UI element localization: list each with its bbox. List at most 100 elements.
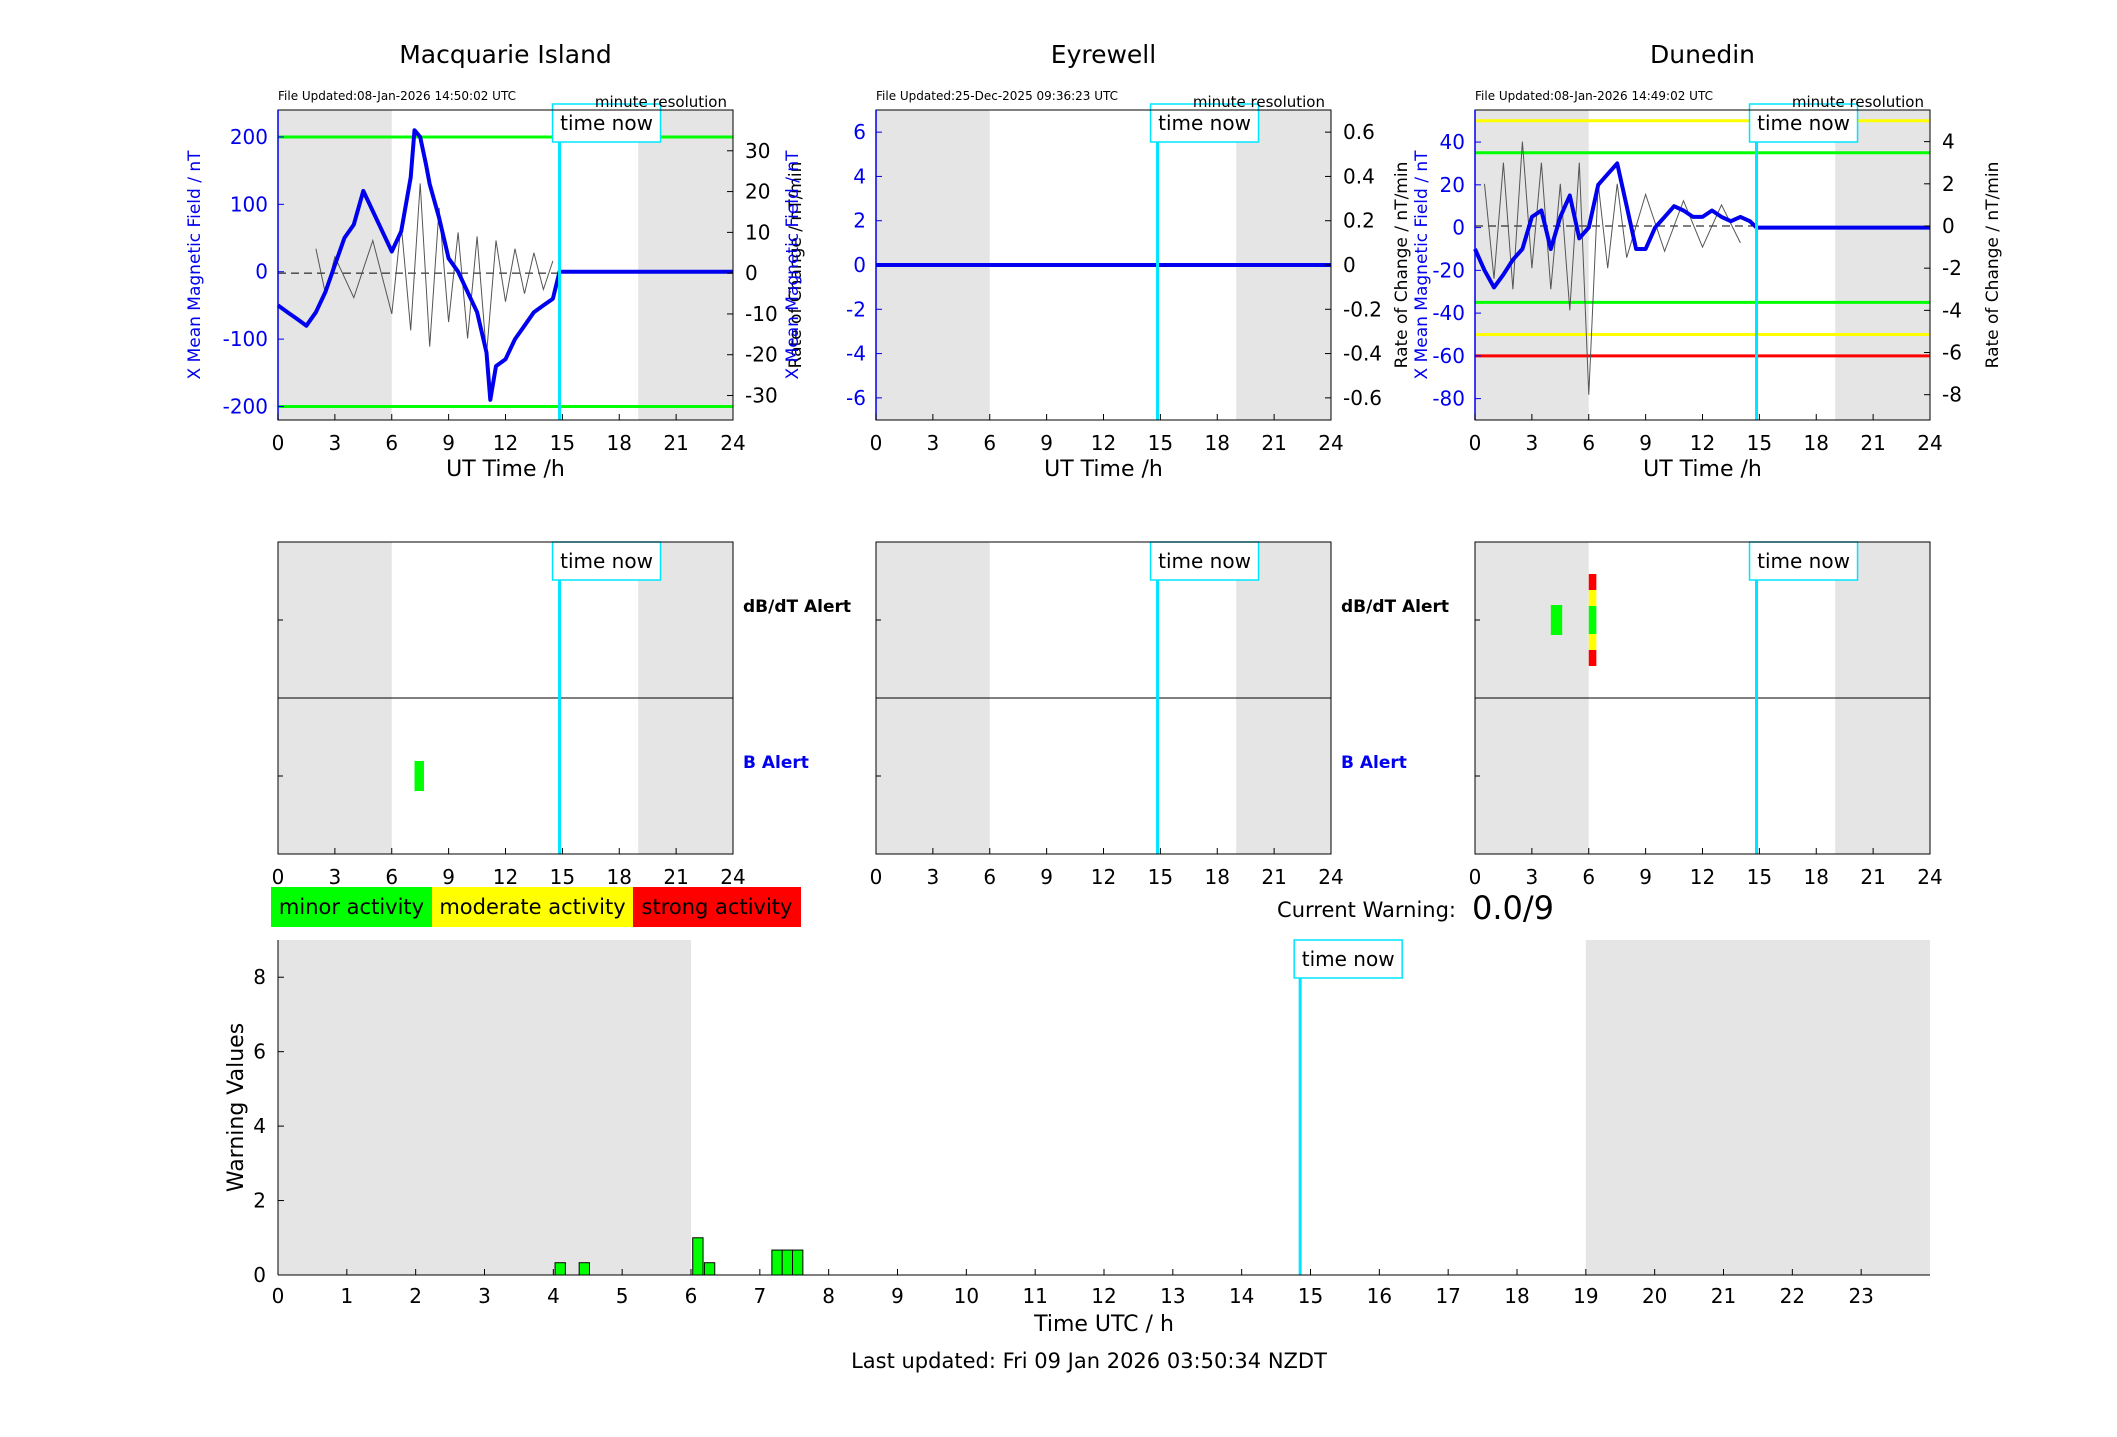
warning-bar bbox=[703, 1262, 716, 1276]
y-right-tick-label: 0 bbox=[1942, 214, 1955, 238]
y-tick-label: 6 bbox=[253, 1040, 266, 1064]
x-tick-label: 0 bbox=[1469, 431, 1482, 455]
x-tick-label: 18 bbox=[1205, 865, 1230, 889]
x-tick-label: 6 bbox=[685, 1284, 698, 1308]
x-tick-label: 11 bbox=[1022, 1284, 1047, 1308]
x-tick-label: 12 bbox=[1091, 1284, 1116, 1308]
x-tick-label: 9 bbox=[1040, 431, 1053, 455]
x-tick-label: 0 bbox=[1469, 865, 1482, 889]
y-left-tick-label: -40 bbox=[1432, 301, 1465, 325]
y-right-tick-label: -0.4 bbox=[1343, 342, 1382, 366]
legend-swatch bbox=[432, 887, 633, 927]
alert-segment bbox=[1588, 650, 1597, 666]
file-updated-label: File Updated:08-Jan-2026 14:49:02 UTC bbox=[1475, 89, 1713, 103]
y-right-tick-label: 10 bbox=[745, 220, 770, 244]
y-right-tick-label: 20 bbox=[745, 180, 770, 204]
x-tick-label: 12 bbox=[1091, 865, 1116, 889]
x-tick-label: 7 bbox=[753, 1284, 766, 1308]
y-tick-label: 8 bbox=[253, 965, 266, 989]
y-right-tick-label: -6 bbox=[1942, 341, 1962, 365]
x-tick-label: 8 bbox=[822, 1284, 835, 1308]
y-right-tick-label: -20 bbox=[745, 343, 778, 367]
x-tick-label: 20 bbox=[1642, 1284, 1667, 1308]
alert-segment bbox=[1588, 606, 1597, 634]
x-tick-label: 16 bbox=[1367, 1284, 1392, 1308]
x-tick-label: 12 bbox=[493, 865, 518, 889]
x-tick-label: 18 bbox=[1205, 431, 1230, 455]
alert-panel-0: time now 0 3 6 9 12 15 18 21 24 dB/dT Alert B Alert bbox=[272, 541, 851, 889]
warning-bar bbox=[781, 1249, 794, 1276]
y-left-tick-label: -4 bbox=[846, 342, 866, 366]
x-tick-label: 12 bbox=[493, 431, 518, 455]
y-left-tick-label: 2 bbox=[853, 209, 866, 233]
current-warning-label: Current Warning: bbox=[1277, 898, 1456, 922]
y-left-tick-label: -200 bbox=[223, 395, 268, 419]
y-left-tick-label: 40 bbox=[1440, 130, 1465, 154]
activity-legend: minor activity moderate activity strong ac… bbox=[271, 887, 801, 927]
x-tick-label: 6 bbox=[983, 865, 996, 889]
x-tick-label: 6 bbox=[1582, 865, 1595, 889]
x-axis-label: UT Time /h bbox=[1044, 457, 1163, 482]
legend-label: strong activity bbox=[642, 895, 793, 919]
y-right-tick-label: -8 bbox=[1942, 383, 1962, 407]
night-shade bbox=[638, 110, 733, 420]
x-tick-label: 0 bbox=[870, 865, 883, 889]
time-now-box bbox=[1149, 541, 1260, 581]
legend-swatch bbox=[633, 887, 801, 927]
x-tick-label: 1 bbox=[340, 1284, 353, 1308]
x-tick-label: 3 bbox=[329, 865, 342, 889]
x-tick-label: 3 bbox=[927, 865, 940, 889]
warning-bar bbox=[692, 1237, 704, 1276]
time-now-label: time now bbox=[1158, 111, 1251, 135]
y-right-tick-label: -10 bbox=[745, 302, 778, 326]
alert-segment bbox=[1588, 574, 1597, 590]
x-tick-label: 15 bbox=[1298, 1284, 1323, 1308]
x-tick-label: 9 bbox=[442, 431, 455, 455]
x-tick-label: 2 bbox=[409, 1284, 422, 1308]
alert-segment bbox=[1588, 634, 1597, 650]
x-tick-label: 9 bbox=[1639, 865, 1652, 889]
y-left-tick-label: 100 bbox=[230, 192, 268, 216]
x-axis-label: Time UTC / h bbox=[1033, 1312, 1174, 1337]
x-tick-label: 0 bbox=[272, 865, 285, 889]
x-tick-label: 3 bbox=[478, 1284, 491, 1308]
x-tick-label: 12 bbox=[1690, 431, 1715, 455]
y-left-tick-label: -6 bbox=[846, 386, 866, 410]
alert-segment bbox=[1550, 605, 1563, 635]
y-left-tick-label: -80 bbox=[1432, 387, 1465, 411]
alert-panel-2: time now 0 3 6 9 12 15 18 21 24 bbox=[1469, 541, 1943, 889]
alert-panel-1: time now 0 3 6 9 12 15 18 21 24 dB/dT Alert B Alert bbox=[870, 541, 1449, 889]
x-tick-label: 9 bbox=[1040, 865, 1053, 889]
x-tick-label: 9 bbox=[442, 865, 455, 889]
y-right-tick-label: -2 bbox=[1942, 256, 1962, 280]
y-left-tick-label: -2 bbox=[846, 297, 866, 321]
y-right-axis-label: Rate of Change / nT/min bbox=[1983, 162, 2003, 369]
x-tick-label: 15 bbox=[550, 865, 575, 889]
y-right-tick-label: 0 bbox=[1343, 253, 1356, 277]
time-now-label: time now bbox=[560, 111, 653, 135]
y-right-tick-label: 30 bbox=[745, 139, 770, 163]
y-tick-label: 4 bbox=[253, 1114, 266, 1138]
y-left-tick-label: 0 bbox=[853, 253, 866, 277]
y-left-tick-label: 6 bbox=[853, 120, 866, 144]
time-now-label: time now bbox=[1757, 111, 1850, 135]
x-axis-label: UT Time /h bbox=[446, 457, 565, 482]
resolution-label: minute resolution bbox=[1193, 93, 1325, 111]
b-alert-label: B Alert bbox=[743, 753, 809, 773]
x-axis-label: UT Time /h bbox=[1643, 457, 1762, 482]
x-tick-label: 22 bbox=[1780, 1284, 1805, 1308]
magnetic-field-series bbox=[1473, 161, 1930, 290]
time-now-box bbox=[1748, 541, 1859, 581]
x-tick-label: 18 bbox=[607, 865, 632, 889]
dbdt-alert-label: dB/dT Alert bbox=[1341, 597, 1449, 617]
warning-bar bbox=[578, 1262, 590, 1276]
time-now-label: time now bbox=[1757, 549, 1850, 573]
x-tick-label: 0 bbox=[870, 431, 883, 455]
x-tick-label: 12 bbox=[1690, 865, 1715, 889]
last-updated: Last updated: Fri 09 Jan 2026 03:50:34 N… bbox=[851, 1349, 1327, 1373]
y-tick-label: 0 bbox=[253, 1263, 266, 1287]
